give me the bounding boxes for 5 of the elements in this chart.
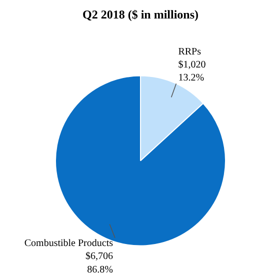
slice-label: RRPs [178,46,202,58]
data-label: $6,706 86.8% [86,251,114,276]
chart-title: Q2 2018 ($ in millions) [82,8,199,22]
data-label: $1,020 13.2% [178,59,206,84]
slice-label: Combustible Products [24,238,114,249]
